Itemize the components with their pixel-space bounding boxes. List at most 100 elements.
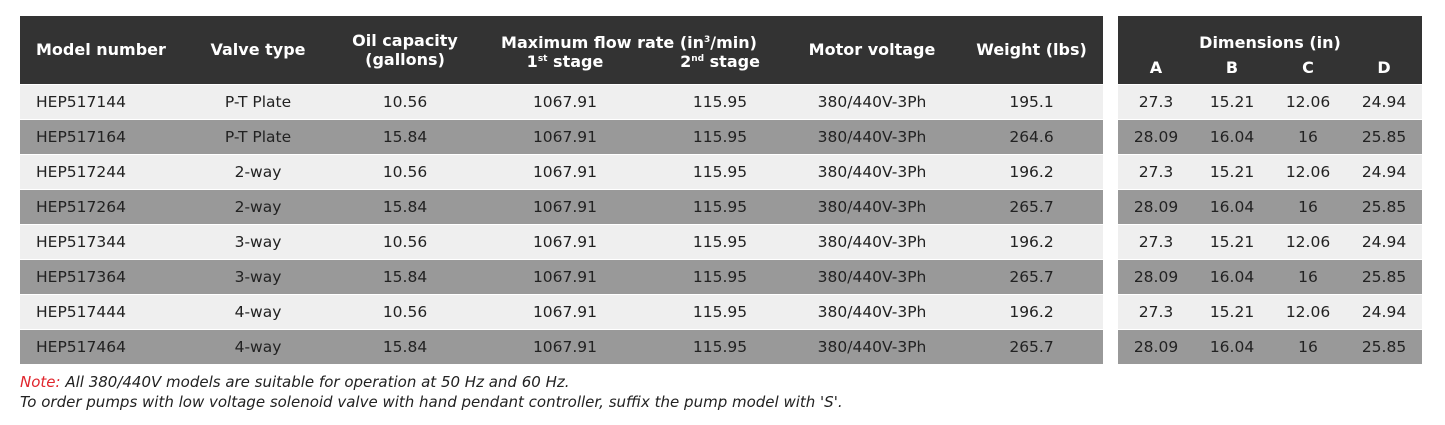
table-cell: 196.2	[960, 293, 1104, 329]
table-cell: 28.09	[1118, 258, 1194, 294]
table-row: 28.09 16.04 16 25.85	[1118, 328, 1422, 364]
table-row: HEP517264 2-way 15.84 1067.91 115.95 380/440V…	[20, 188, 1104, 224]
table-cell: 24.94	[1346, 293, 1422, 329]
table-cell: 1067.91	[474, 293, 656, 329]
table-row: 28.09 16.04 16 25.85	[1118, 258, 1422, 294]
table-cell: 16.04	[1194, 258, 1270, 294]
table-cell: 115.95	[656, 153, 785, 189]
s2-end: stage	[704, 52, 760, 71]
table-cell: 15.84	[336, 118, 474, 154]
flow-sup: 3	[704, 35, 711, 45]
s2: 2	[680, 52, 692, 71]
table-cell: 115.95	[656, 188, 785, 224]
note-line2: To order pumps with low voltage solenoid…	[20, 393, 843, 411]
table-cell: 15.84	[336, 188, 474, 224]
table-cell: 15.21	[1194, 153, 1270, 189]
table-cell: 196.2	[960, 223, 1104, 259]
table-cell: 380/440V-3Ph	[784, 293, 961, 329]
table-cell: HEP517264	[20, 188, 180, 224]
table-row: 27.3 15.21 12.06 24.94	[1118, 293, 1422, 329]
table-row: 28.09 16.04 16 25.85	[1118, 118, 1422, 154]
table-cell: 25.85	[1346, 328, 1422, 364]
table-cell: 28.09	[1118, 188, 1194, 224]
table-cell: 4-way	[180, 293, 336, 329]
table-cell: 16.04	[1194, 188, 1270, 224]
table-cell: 10.56	[336, 223, 474, 259]
table-cell: P-T Plate	[180, 83, 336, 119]
table-cell: 115.95	[656, 293, 785, 329]
table-row: 27.3 15.21 12.06 24.94	[1118, 223, 1422, 259]
table-cell: 10.56	[336, 153, 474, 189]
table-cell: HEP517144	[20, 83, 180, 119]
table-cell: 16.04	[1194, 328, 1270, 364]
header-flow: Maximum flow rate (in3/min)	[474, 16, 785, 52]
s1: 1	[526, 52, 538, 71]
table-cell: 1067.91	[474, 83, 656, 119]
dimensions-table: Dimensions (in) A B C D 27.3 15.21 12.06 24…	[1118, 16, 1422, 364]
table-cell: 15.21	[1194, 223, 1270, 259]
table-cell: 25.85	[1346, 188, 1422, 224]
table-cell: 27.3	[1118, 293, 1194, 329]
table-cell: 380/440V-3Ph	[784, 153, 961, 189]
s1-end: stage	[547, 52, 604, 71]
notes: Note: All 380/440V models are suitable f…	[20, 372, 843, 412]
table-cell: 12.06	[1270, 293, 1346, 329]
table-cell: 115.95	[656, 258, 785, 294]
table-row: HEP517364 3-way 15.84 1067.91 115.95 380/440V…	[20, 258, 1104, 294]
note-line1: Note: All 380/440V models are suitable f…	[20, 372, 843, 392]
table-cell: HEP517364	[20, 258, 180, 294]
table-cell: 1067.91	[474, 328, 656, 364]
table-cell: 1067.91	[474, 118, 656, 154]
header-weight: Weight (lbs)	[960, 16, 1104, 84]
table-cell: 380/440V-3Ph	[784, 188, 961, 224]
table-cell: 24.94	[1346, 223, 1422, 259]
header-motor: Motor voltage	[784, 16, 961, 84]
header-dim-b: B	[1194, 52, 1270, 84]
header-model: Model number	[20, 16, 180, 84]
table-cell: 264.6	[960, 118, 1104, 154]
table-row: HEP517144 P-T Plate 10.56 1067.91 115.95 380/…	[20, 83, 1104, 119]
table-cell: 16	[1270, 118, 1346, 154]
table-row: HEP517344 3-way 10.56 1067.91 115.95 380/440V…	[20, 223, 1104, 259]
table-cell: 12.06	[1270, 83, 1346, 119]
table-cell: 10.56	[336, 83, 474, 119]
flow-end: /min)	[710, 33, 757, 52]
table-cell: HEP517464	[20, 328, 180, 364]
table-cell: 12.06	[1270, 153, 1346, 189]
table-cell: 115.95	[656, 118, 785, 154]
header-oil-line2: (gallons)	[365, 49, 445, 69]
table-cell: 1067.91	[474, 188, 656, 224]
table-cell: 28.09	[1118, 118, 1194, 154]
header-dim-d: D	[1346, 52, 1422, 84]
table-row: 28.09 16.04 16 25.85	[1118, 188, 1422, 224]
table-cell: 10.56	[336, 293, 474, 329]
note-label: Note:	[20, 373, 61, 391]
table-cell: 28.09	[1118, 328, 1194, 364]
flow-text: Maximum flow rate (in	[501, 33, 705, 52]
table-cell: 380/440V-3Ph	[784, 328, 961, 364]
table-row: 27.3 15.21 12.06 24.94	[1118, 83, 1422, 119]
table-cell: 24.94	[1346, 83, 1422, 119]
table-cell: P-T Plate	[180, 118, 336, 154]
header-stage2: 2nd stage	[656, 52, 785, 84]
table-cell: 15.84	[336, 328, 474, 364]
table-cell: 2-way	[180, 188, 336, 224]
s1-sup: st	[537, 54, 548, 64]
table-row: 27.3 15.21 12.06 24.94	[1118, 153, 1422, 189]
table-cell: 3-way	[180, 258, 336, 294]
table-cell: 380/440V-3Ph	[784, 118, 961, 154]
table-cell: 265.7	[960, 188, 1104, 224]
table-cell: HEP517244	[20, 153, 180, 189]
table-cell: 380/440V-3Ph	[784, 223, 961, 259]
header-oil-line1: Oil capacity	[352, 30, 458, 50]
header-dim-a: A	[1118, 52, 1194, 84]
table-cell: 15.21	[1194, 293, 1270, 329]
header-valve: Valve type	[180, 16, 336, 84]
table-cell: 1067.91	[474, 258, 656, 294]
table-cell: 25.85	[1346, 118, 1422, 154]
table-cell: 24.94	[1346, 153, 1422, 189]
table-cell: 380/440V-3Ph	[784, 83, 961, 119]
header-oil: Oil capacity (gallons)	[336, 16, 474, 84]
table-cell: HEP517344	[20, 223, 180, 259]
table-cell: 12.06	[1270, 223, 1346, 259]
